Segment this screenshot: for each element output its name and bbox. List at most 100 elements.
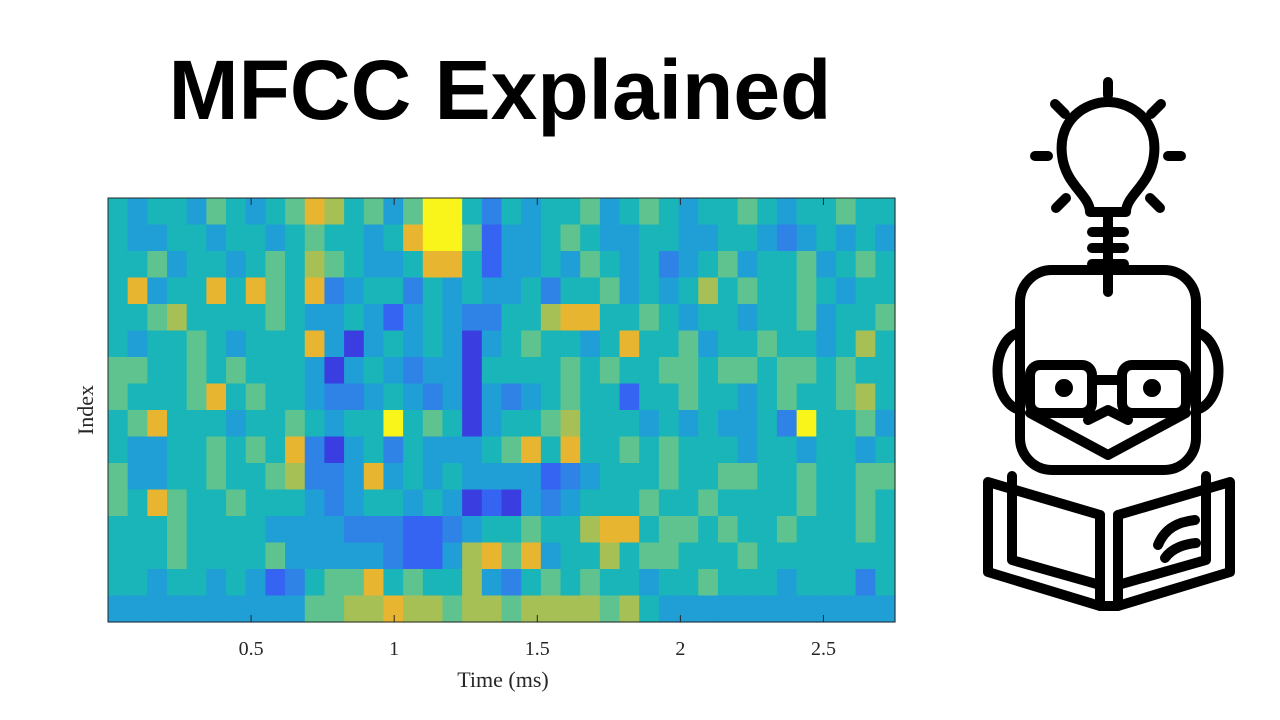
heatmap-cell <box>442 251 463 279</box>
heatmap-cell <box>599 304 621 332</box>
heatmap-cell <box>599 542 621 570</box>
heatmap-cell <box>501 542 522 570</box>
heatmap-cell <box>678 489 699 517</box>
heatmap-cell <box>167 595 188 623</box>
heatmap-cell <box>875 463 896 491</box>
heatmap-cell <box>265 277 286 305</box>
heatmap-cell <box>501 410 522 438</box>
heatmap-cell <box>462 198 483 226</box>
heatmap-cell <box>442 595 463 623</box>
heatmap-cell <box>560 277 581 305</box>
heatmap-cell <box>875 436 896 464</box>
heatmap-cell <box>265 569 286 597</box>
heatmap-cell <box>226 516 247 544</box>
heatmap-cell <box>442 277 463 305</box>
heatmap-cell <box>422 330 444 358</box>
heatmap-cell <box>521 304 542 332</box>
heatmap-cell <box>560 516 581 544</box>
heatmap-cell <box>186 516 207 544</box>
heatmap-cell <box>265 436 286 464</box>
heatmap-cell <box>658 198 680 226</box>
heatmap-cell <box>383 304 404 332</box>
heatmap-cell <box>717 569 739 597</box>
heatmap-cell <box>108 277 129 305</box>
heatmap-cell <box>580 569 601 597</box>
heatmap-cell <box>127 410 148 438</box>
heatmap-cell <box>108 357 129 385</box>
heatmap-cell <box>167 224 188 252</box>
heatmap-cell <box>717 516 739 544</box>
heatmap-cell <box>442 304 463 332</box>
heatmap-cell <box>108 330 129 358</box>
heatmap-cell <box>383 383 404 411</box>
x-tick-label: 2 <box>675 638 685 660</box>
heatmap-cell <box>226 304 247 332</box>
heatmap-cell <box>324 224 345 252</box>
y-axis-label: Index <box>73 385 98 435</box>
heatmap-cell <box>855 224 876 252</box>
heatmap-cell <box>108 198 129 226</box>
heatmap-cell <box>776 198 798 226</box>
heatmap-cell <box>147 304 168 332</box>
heatmap-cell <box>599 277 621 305</box>
heatmap-cell <box>403 251 424 279</box>
heatmap-cell <box>717 542 739 570</box>
heatmap-cell <box>540 489 562 517</box>
heatmap-cell <box>698 516 719 544</box>
heatmap-cell <box>363 198 385 226</box>
heatmap-cell <box>186 198 207 226</box>
heatmap-cell <box>265 463 286 491</box>
heatmap-cell <box>855 330 876 358</box>
heatmap-cell <box>265 410 286 438</box>
heatmap-cell <box>816 436 837 464</box>
heatmap-cell <box>403 436 424 464</box>
heatmap-cell <box>619 463 640 491</box>
heatmap-cell <box>481 224 503 252</box>
heatmap-cell <box>285 436 306 464</box>
heatmap-cell <box>422 489 444 517</box>
heatmap-cell <box>501 489 522 517</box>
heatmap-cell <box>167 198 188 226</box>
heatmap-cell <box>442 198 463 226</box>
heatmap-cell <box>776 516 798 544</box>
heatmap-cell <box>324 383 345 411</box>
heatmap-cell <box>757 224 778 252</box>
heatmap-cell <box>403 516 424 544</box>
heatmap-cell <box>639 595 660 623</box>
heatmap-cell <box>403 304 424 332</box>
heatmap-cell <box>835 383 857 411</box>
heatmap-cell <box>580 330 601 358</box>
heatmap-cell <box>324 251 345 279</box>
heatmap-cell <box>757 198 778 226</box>
heatmap-cell <box>127 357 148 385</box>
heatmap-cell <box>403 489 424 517</box>
heatmap-cell <box>422 224 444 252</box>
heatmap-cell <box>304 277 326 305</box>
heatmap-cell <box>422 251 444 279</box>
heatmap-cell <box>580 436 601 464</box>
heatmap-cell <box>521 251 542 279</box>
heatmap-cell <box>462 383 483 411</box>
heatmap-cell <box>796 542 817 570</box>
heatmap-cell <box>442 357 463 385</box>
heatmap-cell <box>383 357 404 385</box>
heatmap-cell <box>344 383 365 411</box>
heatmap-cell <box>580 489 601 517</box>
heatmap-cell <box>422 277 444 305</box>
book-icon <box>983 471 1235 611</box>
heatmap-cell <box>481 304 503 332</box>
heatmap-cell <box>324 463 345 491</box>
heatmap-cell <box>540 224 562 252</box>
heatmap-cell <box>521 436 542 464</box>
heatmap-cell <box>285 251 306 279</box>
heatmap-cell <box>304 198 326 226</box>
heatmap-cell <box>363 516 385 544</box>
heatmap-cell <box>757 410 778 438</box>
heatmap-cell <box>442 463 463 491</box>
heatmap-cell <box>383 330 404 358</box>
heatmap-cell <box>619 569 640 597</box>
heatmap-cell <box>816 330 837 358</box>
heatmap-cell <box>501 569 522 597</box>
heatmap-cell <box>501 224 522 252</box>
heatmap-cell <box>875 224 896 252</box>
